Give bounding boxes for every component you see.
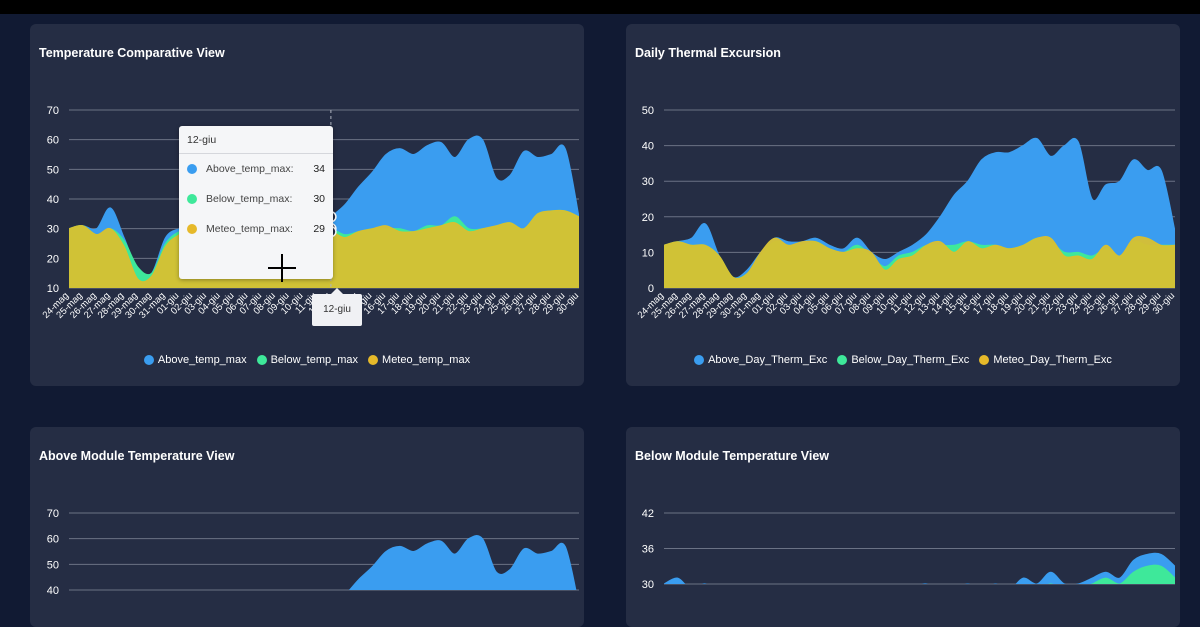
y-tick-label: 70 bbox=[47, 105, 59, 117]
tooltip-dot bbox=[187, 194, 197, 204]
tooltip-row-meteo: Meteo_temp_max: 29 bbox=[179, 214, 333, 244]
legend-label: Meteo_temp_max bbox=[382, 354, 471, 366]
y-tick-label: 60 bbox=[47, 534, 59, 546]
tooltip-value: 29 bbox=[313, 223, 325, 235]
y-tick-label: 40 bbox=[642, 141, 654, 153]
y-tick-label: 36 bbox=[642, 544, 654, 556]
legend-label: Meteo_Day_Therm_Exc bbox=[993, 354, 1112, 366]
above-module-chart: 40 50 60 70 bbox=[47, 508, 579, 597]
tooltip-dot bbox=[187, 164, 197, 174]
thermal-excursion-panel: Daily Thermal Excursion 0 10 20 30 40 50 24-ma… bbox=[626, 24, 1180, 386]
y-tick-label: 30 bbox=[642, 176, 654, 188]
thermal-excursion-chart: 0102030405024-mag25-mag26-mag27-mag28-ma… bbox=[636, 105, 1178, 321]
series-line bbox=[664, 137, 1175, 279]
chart-tooltip: 12-giu Above_temp_max: 34 Below_temp_max:… bbox=[179, 126, 333, 279]
legend-label: Below_temp_max bbox=[270, 354, 359, 366]
y-tick-label: 30 bbox=[642, 579, 654, 591]
tooltip-value: 30 bbox=[313, 193, 325, 205]
series-area bbox=[69, 535, 579, 590]
legend: Above_temp_max Below_temp_max Meteo_temp… bbox=[30, 354, 584, 366]
series-group bbox=[664, 137, 1175, 288]
legend-label: Above_Day_Therm_Exc bbox=[708, 354, 828, 366]
y-tick-label: 40 bbox=[47, 585, 59, 597]
tooltip-row-above: Above_temp_max: 34 bbox=[179, 154, 333, 184]
tooltip-value: 34 bbox=[313, 163, 325, 175]
series-area bbox=[664, 236, 1175, 288]
y-tick-label: 42 bbox=[642, 508, 654, 520]
series-group bbox=[664, 552, 1175, 584]
above-module-panel: Above Module Temperature View 40 50 60 70 bbox=[30, 427, 584, 627]
series-line bbox=[664, 552, 1175, 584]
series-line bbox=[348, 535, 577, 590]
tooltip-label: Below_temp_max: bbox=[206, 193, 293, 205]
tooltip-label: Meteo_temp_max: bbox=[206, 223, 293, 235]
y-tick-label: 70 bbox=[47, 508, 59, 520]
legend-item-above[interactable]: Above_Day_Therm_Exc bbox=[694, 354, 827, 366]
y-tick-label: 20 bbox=[47, 253, 59, 265]
legend-dot bbox=[979, 355, 990, 365]
y-tick-label: 0 bbox=[648, 283, 654, 295]
tooltip-title: 12-giu bbox=[179, 126, 333, 154]
legend-dot bbox=[837, 355, 848, 365]
y-tick-label: 60 bbox=[47, 135, 59, 147]
tooltip-dot bbox=[187, 224, 197, 234]
legend-dot bbox=[143, 355, 154, 365]
tooltip-row-below: Below_temp_max: 30 bbox=[179, 184, 333, 214]
y-tick-label: 50 bbox=[642, 105, 654, 117]
below-module-chart: 30 36 42 bbox=[642, 508, 1175, 591]
legend-item-below[interactable]: Below_temp_max bbox=[256, 354, 359, 366]
legend-dot bbox=[256, 355, 267, 365]
y-tick-label: 10 bbox=[47, 283, 59, 295]
legend-dot bbox=[694, 355, 705, 365]
y-tick-label: 50 bbox=[47, 164, 59, 176]
legend: Above_Day_Therm_Exc Below_Day_Therm_Exc … bbox=[626, 354, 1180, 366]
y-tick-label: 10 bbox=[642, 247, 654, 259]
legend-item-meteo[interactable]: Meteo_Day_Therm_Exc bbox=[979, 354, 1112, 366]
crosshair-cursor-icon bbox=[268, 254, 296, 282]
legend-item-meteo[interactable]: Meteo_temp_max bbox=[368, 354, 470, 366]
tooltip-label: Above_temp_max: bbox=[206, 163, 294, 175]
legend-item-above[interactable]: Above_temp_max bbox=[143, 354, 247, 366]
series-line bbox=[664, 236, 1175, 280]
y-tick-label: 20 bbox=[642, 212, 654, 224]
y-tick-label: 30 bbox=[47, 224, 59, 236]
series-area bbox=[664, 553, 1175, 584]
series-group bbox=[69, 535, 579, 590]
panel-title: Above Module Temperature View bbox=[39, 449, 235, 463]
below-module-panel: Below Module Temperature View 30 36 42 bbox=[626, 427, 1180, 627]
legend-label: Above_temp_max bbox=[157, 354, 247, 366]
panel-title: Temperature Comparative View bbox=[39, 46, 225, 60]
legend-item-below[interactable]: Below_Day_Therm_Exc bbox=[837, 354, 969, 366]
panel-title: Below Module Temperature View bbox=[635, 449, 830, 463]
legend-label: Below_Day_Therm_Exc bbox=[851, 354, 970, 366]
y-tick-label: 40 bbox=[47, 194, 59, 206]
top-bar bbox=[0, 0, 1200, 14]
y-tick-label: 50 bbox=[47, 559, 59, 571]
panel-title: Daily Thermal Excursion bbox=[635, 46, 781, 60]
axis-pointer-label: 12-giu bbox=[312, 288, 362, 326]
legend-dot bbox=[368, 355, 379, 365]
